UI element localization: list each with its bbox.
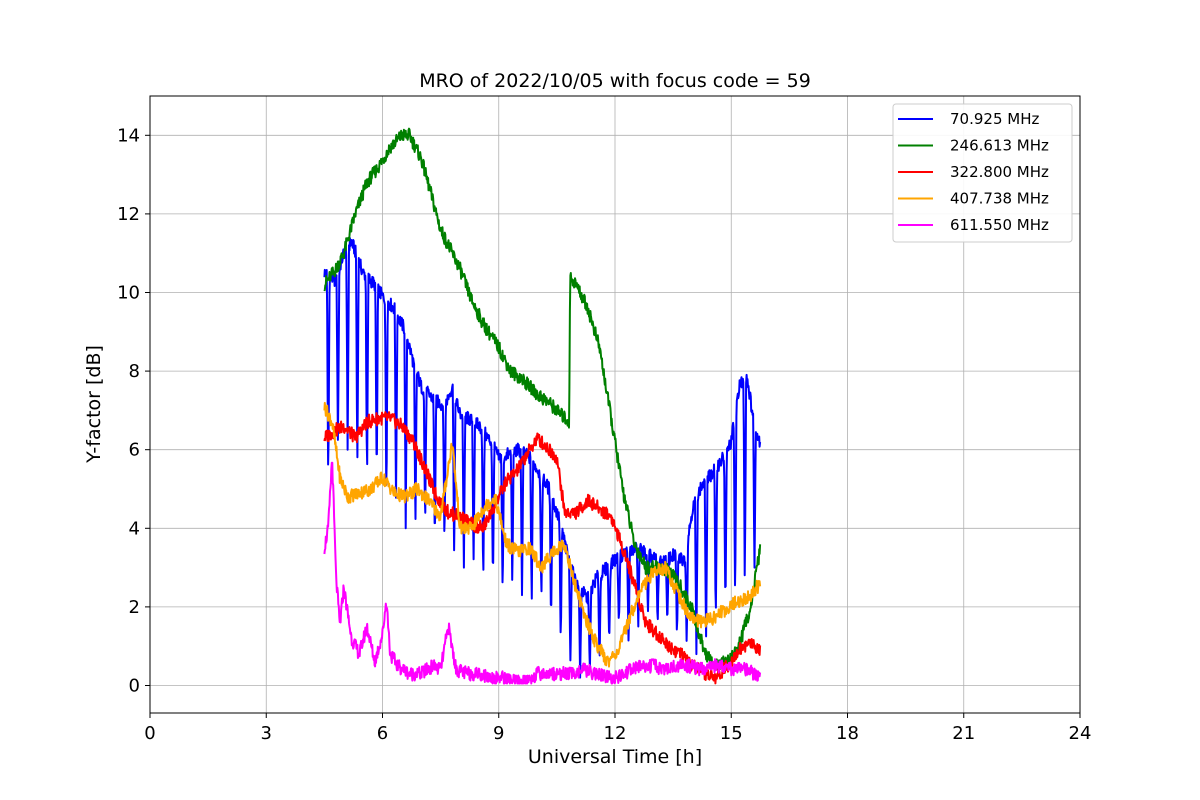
x-tick-label: 21 [952, 723, 975, 744]
series-line [323, 461, 762, 685]
y-tick-label: 10 [117, 282, 140, 303]
y-tick-label: 8 [129, 361, 140, 382]
x-tick-label: 3 [261, 723, 272, 744]
legend: 70.925 MHz 246.613 MHz 322.800 MHz 407.738 … [892, 103, 1073, 243]
y-tick-label: 0 [129, 675, 140, 696]
legend-entry-label: 70.925 MHz [950, 110, 1039, 128]
series-line [323, 401, 762, 668]
x-tick-label: 18 [836, 723, 859, 744]
legend-entry-label: 611.550 MHz [950, 216, 1049, 234]
x-tick-label: 15 [720, 723, 743, 744]
y-tick-label: 2 [129, 597, 140, 618]
legend-box [892, 103, 1073, 243]
x-axis-label: Universal Time [h] [528, 746, 702, 768]
y-tick-label: 14 [117, 125, 140, 146]
y-tick-label: 12 [117, 204, 140, 225]
y-axis-label: Y-factor [dB] [83, 345, 105, 464]
x-tick-label: 9 [493, 723, 504, 744]
series-line [323, 237, 762, 679]
y-tick-label: 4 [129, 518, 140, 539]
x-tick-label: 24 [1069, 723, 1092, 744]
legend-entry-label: 407.738 MHz [950, 190, 1049, 208]
legend-entry-label: 322.800 MHz [950, 163, 1049, 181]
chart-title: MRO of 2022/10/05 with focus code = 59 [419, 70, 811, 92]
x-tick-label: 6 [377, 723, 388, 744]
series-lines [323, 127, 762, 685]
x-tick-label: 0 [144, 723, 155, 744]
y-tick-label: 6 [129, 440, 140, 461]
x-tick-label: 12 [604, 723, 627, 744]
series-line [323, 127, 762, 671]
legend-entry-label: 246.613 MHz [950, 137, 1049, 155]
